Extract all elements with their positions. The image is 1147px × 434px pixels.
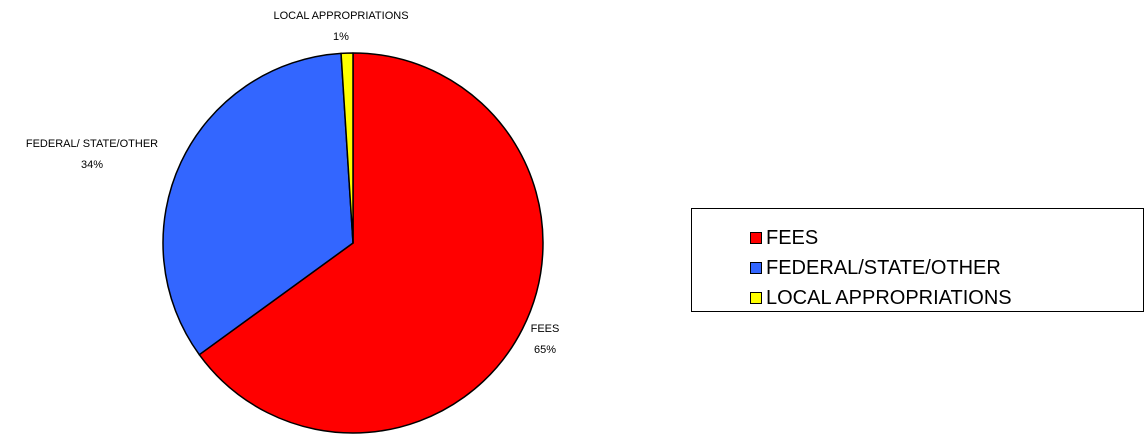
- pie-slice-local-appropriations: [340, 52, 354, 244]
- slice-label-fees-percent: 65%: [534, 344, 556, 356]
- pie-slice-fees: [198, 52, 544, 434]
- slice-label-federal-percent: 34%: [81, 159, 103, 171]
- slice-label-fees-name: FEES: [531, 323, 560, 335]
- slice-label-local-percent: 1%: [333, 31, 349, 43]
- slice-label-local-name: LOCAL APPROPRIATIONS: [273, 10, 408, 22]
- legend-label-federal: FEDERAL/STATE/OTHER: [766, 256, 1001, 279]
- pie-slice-federal-state-other: [162, 52, 354, 356]
- chart-legend: FEES FEDERAL/STATE/OTHER LOCAL APPROPRIA…: [691, 208, 1144, 312]
- legend-swatch-fees: [750, 232, 762, 244]
- legend-label-local: LOCAL APPROPRIATIONS: [766, 286, 1012, 309]
- legend-item-federal: FEDERAL/STATE/OTHER: [750, 256, 1001, 280]
- legend-swatch-local: [750, 292, 762, 304]
- legend-item-local: LOCAL APPROPRIATIONS: [750, 286, 1012, 310]
- legend-swatch-federal: [750, 262, 762, 274]
- legend-item-fees: FEES: [750, 226, 818, 250]
- pie-slices: [162, 52, 544, 434]
- legend-label-fees: FEES: [766, 226, 819, 249]
- slice-label-federal-name: FEDERAL/ STATE/OTHER: [26, 138, 158, 150]
